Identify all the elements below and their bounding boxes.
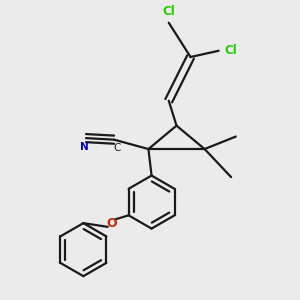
Text: Cl: Cl (225, 44, 238, 57)
Text: C: C (114, 143, 121, 153)
Text: N: N (80, 142, 89, 152)
Text: Cl: Cl (162, 5, 175, 18)
Text: O: O (106, 217, 117, 230)
